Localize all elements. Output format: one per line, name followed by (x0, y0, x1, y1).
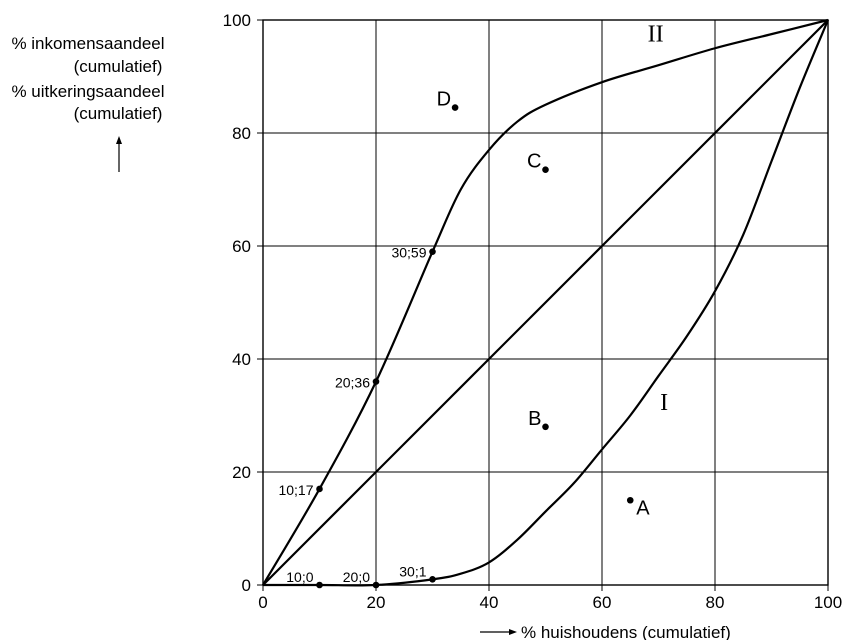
annotation-point (451, 104, 459, 111)
data-point (429, 576, 436, 583)
annotation-label-c: C (527, 151, 541, 173)
annotation-label-a: A (636, 497, 650, 519)
y-tick-label: 0 (242, 576, 251, 595)
point-label: 30;59 (391, 245, 426, 261)
curves (262, 18, 830, 587)
y-axis-label-line-3: % uitkeringsaandeel (11, 82, 164, 101)
y-tick-label: 60 (232, 237, 251, 256)
x-tick-label: 20 (367, 593, 386, 612)
annotation-point (626, 496, 634, 504)
y-axis-label-line-2: (cumulatief) (74, 57, 163, 76)
x-tick-label: 100 (814, 593, 842, 612)
point-label: 30;1 (399, 563, 426, 579)
x-axis-arrow (480, 629, 517, 635)
point-label: 20;36 (335, 375, 370, 391)
point-label: 10;17 (278, 482, 313, 498)
annotation-point (542, 423, 549, 431)
y-axis-arrow (116, 136, 122, 172)
data-point (372, 581, 380, 589)
data-point (372, 378, 380, 385)
y-tick-label: 40 (232, 350, 251, 369)
x-tick-label: 60 (593, 593, 612, 612)
plot-frame (262, 19, 829, 586)
x-tick-label: 40 (480, 593, 499, 612)
data-point (429, 248, 436, 255)
curve-ii (262, 18, 829, 586)
y-axis-label-line-4: (cumulatief) (74, 104, 163, 123)
y-tick-label: 100 (223, 11, 251, 30)
tick-labels: 0 20 40 60 80 100 0 20 40 60 80 100 (223, 11, 843, 612)
y-axis-label-line-1: % inkomensaandeel (11, 34, 164, 53)
x-axis-label: % huishoudens (cumulatief) (521, 623, 731, 640)
x-tick-label: 0 (258, 593, 267, 612)
y-tick-label: 80 (232, 124, 251, 143)
annotation-label-d: D (437, 89, 451, 111)
annotation-point (542, 166, 549, 174)
annotation-label-b: B (528, 408, 541, 430)
y-tick-label: 20 (232, 463, 251, 482)
data-point (316, 485, 323, 493)
grid (257, 19, 829, 591)
point-label: 10;0 (286, 569, 313, 585)
equality-line (262, 19, 829, 586)
marked-points: 10;17 20;36 30;59 10;0 20;0 30;1 (278, 245, 436, 589)
curve-label-ii: II (648, 21, 664, 47)
x-tick-label: 80 (706, 593, 725, 612)
point-label: 20;0 (343, 569, 370, 585)
curve-label-i: I (660, 390, 668, 416)
data-point (316, 581, 323, 589)
